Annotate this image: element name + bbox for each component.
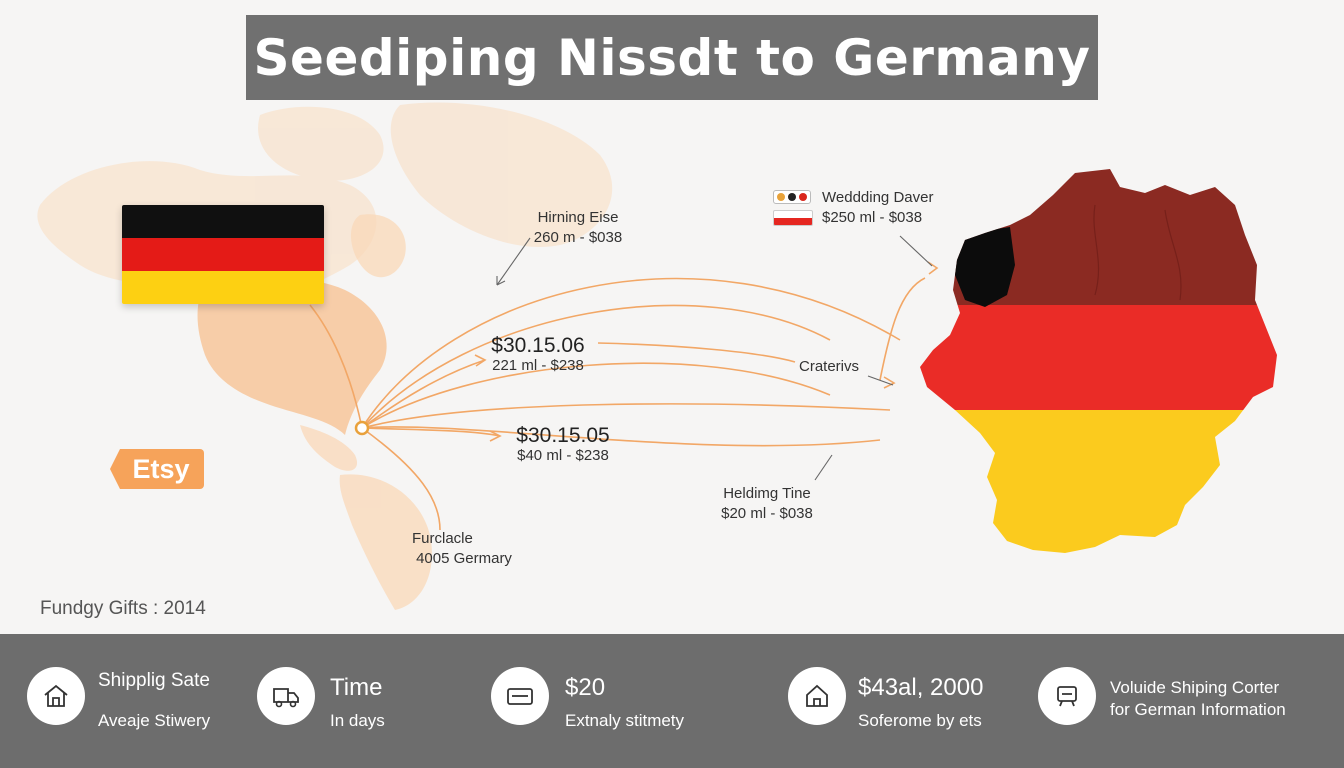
route-label-origin: Furclacle 4005 Germary bbox=[408, 529, 520, 569]
arrow-head bbox=[883, 376, 896, 389]
germany-map bbox=[920, 169, 1277, 553]
page-title: Seediping Nissdt to Germany bbox=[253, 28, 1091, 87]
shipping-routes bbox=[309, 235, 939, 531]
stat-title: Voluide Shiping Corter bbox=[1110, 678, 1280, 697]
pointer-line bbox=[899, 235, 933, 267]
flag-stripe-black bbox=[122, 205, 324, 238]
route-label-craterivs: Craterivs bbox=[799, 357, 859, 377]
card-icon bbox=[491, 667, 549, 725]
route-line bbox=[879, 277, 926, 381]
map-black-region bbox=[955, 227, 1015, 307]
arrow-head bbox=[489, 430, 502, 442]
map-red-band bbox=[920, 305, 1277, 410]
route-title: Hirning Eise bbox=[537, 209, 619, 226]
route-line bbox=[361, 362, 831, 429]
badge-icon bbox=[773, 190, 811, 204]
wedding-icons bbox=[773, 190, 813, 226]
flag-stripe-gold bbox=[122, 271, 324, 304]
pointer-arrow bbox=[496, 276, 506, 286]
monitor-icon bbox=[1038, 667, 1096, 725]
map-gold-band bbox=[920, 410, 1277, 553]
route-detail: $250 ml - $038 bbox=[822, 209, 923, 226]
route-line bbox=[309, 304, 363, 429]
route-title: Weddding Daver bbox=[822, 189, 934, 206]
route-line bbox=[361, 403, 891, 429]
route-line bbox=[361, 277, 901, 429]
route-price: $30.15.05 bbox=[516, 424, 610, 447]
route-detail: 221 ml - $238 bbox=[492, 357, 584, 374]
stat-subtitle: for German Information bbox=[1110, 700, 1286, 719]
route-title: Heldimg Tine bbox=[723, 485, 811, 502]
route-detail: 260 m - $038 bbox=[533, 229, 623, 246]
route-line bbox=[361, 304, 831, 429]
stat-subtitle: Soferome by ets bbox=[858, 711, 982, 730]
flag-stripe-red bbox=[122, 238, 324, 271]
pointer-line bbox=[867, 375, 894, 386]
stat-subtitle: Aveaje Stiwery bbox=[98, 711, 211, 730]
stat-subtitle: Extnaly stitmety bbox=[565, 711, 685, 730]
stat-subtitle: In days bbox=[330, 711, 385, 730]
route-detail: 4005 Germary bbox=[416, 550, 512, 567]
route-line bbox=[361, 427, 501, 437]
route-label-a: $30.15.06 221 ml - $238 bbox=[488, 334, 588, 376]
route-title: Craterivs bbox=[799, 358, 860, 375]
route-label-wedding: Weddding Daver $250 ml - $038 bbox=[822, 188, 933, 228]
flag-icon bbox=[773, 210, 813, 226]
title-banner: Seediping Nissdt to Germany bbox=[246, 15, 1098, 100]
footer-note: Fundgy Gifts : 2014 bbox=[40, 598, 206, 619]
arrow-head bbox=[927, 261, 939, 275]
arrow-head bbox=[474, 354, 487, 367]
etsy-tag[interactable]: Etsy bbox=[110, 449, 204, 489]
stat-text-block: Voluide Shiping Corter for German Inform… bbox=[1110, 677, 1286, 721]
route-label-holding: Heldimg Tine $20 ml - $038 bbox=[712, 484, 822, 524]
route-title: Furclacle bbox=[412, 530, 473, 547]
route-label-b: $30.15.05 $40 ml - $238 bbox=[508, 424, 618, 466]
stats-band: Shipplig Sate Aveaje Stiwery Time In day… bbox=[0, 634, 1344, 768]
stat-title: Shipplig Sate bbox=[98, 670, 210, 691]
pointer-line bbox=[496, 237, 531, 286]
house-icon bbox=[788, 667, 846, 725]
pointer-line bbox=[814, 454, 833, 481]
route-line bbox=[597, 342, 796, 363]
route-label-hiring: Hirning Eise 260 m - $038 bbox=[528, 208, 628, 248]
germany-flag bbox=[122, 205, 324, 304]
home-icon bbox=[27, 667, 85, 725]
route-line bbox=[361, 359, 486, 429]
route-detail: $40 ml - $238 bbox=[517, 447, 609, 464]
stat-title: Time bbox=[330, 674, 383, 701]
route-detail: $20 ml - $038 bbox=[721, 505, 813, 522]
truck-icon bbox=[257, 667, 315, 725]
stat-title: $20 bbox=[565, 674, 606, 701]
origin-marker bbox=[354, 420, 370, 436]
route-price: $30.15.06 bbox=[491, 334, 585, 357]
route-line bbox=[361, 426, 881, 447]
stat-title: $43al, 2000 bbox=[858, 674, 984, 701]
route-line bbox=[361, 427, 441, 531]
